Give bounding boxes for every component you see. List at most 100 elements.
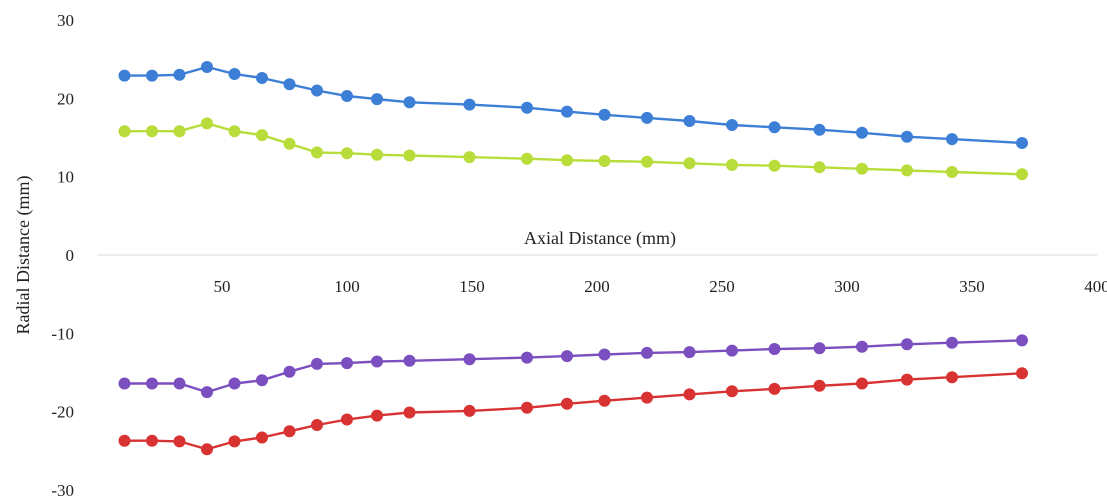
data-point <box>201 61 213 73</box>
data-point <box>118 125 131 138</box>
series-3 <box>118 334 1028 399</box>
x-axis-title: Axial Distance (mm) <box>524 228 676 249</box>
data-point <box>641 346 653 359</box>
data-point <box>283 425 296 438</box>
data-point <box>256 374 268 387</box>
data-point <box>463 98 476 111</box>
data-point <box>856 162 868 175</box>
data-point <box>901 130 913 143</box>
data-point <box>1016 367 1028 380</box>
data-point <box>946 336 958 349</box>
series-1 <box>118 61 1028 149</box>
x-tick-label: 100 <box>334 277 360 296</box>
data-point <box>641 155 653 168</box>
series-4 <box>118 367 1028 456</box>
data-point <box>641 391 653 404</box>
data-point <box>311 84 323 97</box>
data-point <box>521 101 533 114</box>
data-point <box>371 148 383 161</box>
data-point <box>118 377 131 390</box>
data-point <box>311 419 323 431</box>
data-point <box>173 435 186 448</box>
data-point <box>598 155 611 167</box>
data-point <box>371 409 383 422</box>
data-point <box>463 151 476 164</box>
data-point <box>256 72 268 84</box>
data-point <box>856 377 868 390</box>
data-point <box>946 133 958 146</box>
data-point <box>521 401 533 414</box>
data-point <box>228 125 241 138</box>
data-point <box>173 68 186 81</box>
data-point <box>146 125 158 138</box>
data-point <box>228 435 241 448</box>
data-point <box>726 158 738 171</box>
y-tick-label: 30 <box>57 11 74 30</box>
data-point <box>118 69 131 82</box>
data-point <box>813 342 826 355</box>
data-point <box>173 125 186 138</box>
data-point <box>118 434 131 447</box>
data-point <box>726 119 738 131</box>
data-point <box>683 346 696 359</box>
data-point <box>683 115 696 127</box>
data-point <box>768 382 781 395</box>
data-point <box>856 126 868 139</box>
x-tick-label: 250 <box>709 277 735 296</box>
y-tick-labels: 30 20 10 0 -10 -20 -30 <box>51 11 74 500</box>
data-point <box>228 377 241 390</box>
y-tick-label: -10 <box>51 324 74 343</box>
x-tick-labels: 50 100 150 200 250 300 350 400 <box>214 277 1107 296</box>
data-point <box>463 404 476 417</box>
data-point <box>341 147 353 160</box>
x-tick-label: 150 <box>459 277 485 296</box>
data-point <box>768 159 781 172</box>
data-point <box>561 397 573 410</box>
data-point <box>598 348 611 361</box>
data-point <box>1016 334 1028 347</box>
data-point <box>561 154 573 167</box>
data-point <box>403 96 416 109</box>
data-point <box>283 78 296 91</box>
data-point <box>813 161 826 174</box>
data-point <box>521 152 533 165</box>
data-point <box>311 146 323 159</box>
data-point <box>521 351 533 364</box>
data-point <box>726 344 738 357</box>
data-point <box>256 431 268 444</box>
data-point <box>813 379 826 392</box>
data-point <box>1016 137 1028 149</box>
data-point <box>901 164 913 177</box>
data-point <box>463 353 476 366</box>
data-point <box>598 108 611 121</box>
data-point <box>561 105 573 118</box>
data-point <box>283 365 296 378</box>
data-point <box>341 357 353 370</box>
y-tick-label: -20 <box>51 403 74 422</box>
x-tick-label: 350 <box>959 277 985 296</box>
x-tick-label: 400 <box>1084 277 1107 296</box>
data-point <box>561 350 573 363</box>
data-point <box>146 69 158 82</box>
data-point <box>946 371 958 384</box>
data-point <box>311 357 323 370</box>
x-tick-label: 300 <box>834 277 860 296</box>
x-tick-label: 50 <box>214 277 231 296</box>
y-tick-label: 10 <box>57 168 74 187</box>
data-point <box>146 434 158 447</box>
data-point <box>403 149 416 162</box>
data-point <box>341 90 353 102</box>
data-point <box>201 386 213 399</box>
data-point <box>598 394 611 407</box>
data-point <box>768 343 781 355</box>
data-point <box>641 111 653 124</box>
data-point <box>726 385 738 398</box>
data-point <box>201 117 213 130</box>
series-2 <box>118 117 1028 181</box>
data-point <box>901 373 913 386</box>
data-point <box>371 93 383 106</box>
y-tick-label: -30 <box>51 481 74 500</box>
data-point <box>371 355 383 368</box>
data-point <box>173 377 186 390</box>
